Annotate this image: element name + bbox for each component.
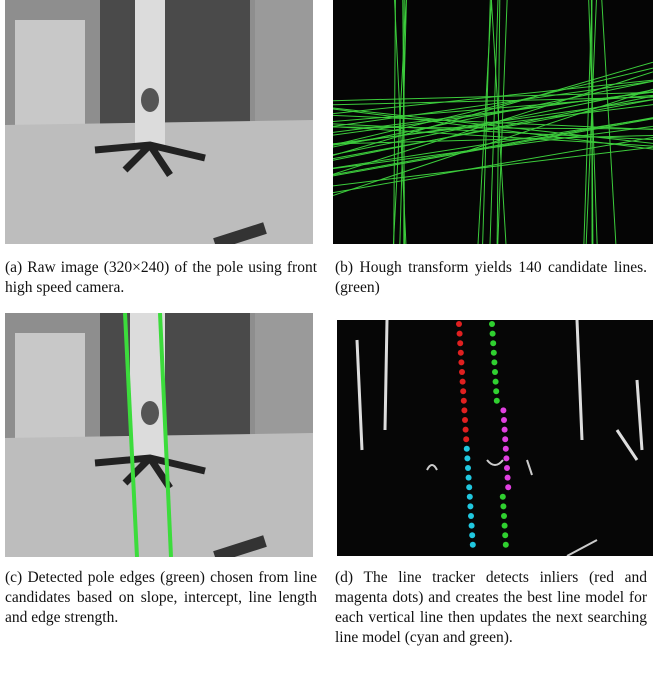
tracker-dot: [458, 350, 464, 356]
tracker-dot: [460, 379, 466, 385]
tracker-dot: [492, 369, 498, 375]
tracker-dot: [457, 331, 463, 337]
caption-label: (c): [5, 569, 22, 586]
tracker-dot: [489, 321, 495, 327]
tracker-dot: [490, 331, 496, 337]
caption-label: (d): [335, 569, 353, 586]
tracker-dot: [469, 532, 475, 538]
tracker-dot: [464, 446, 470, 452]
tracker-dot: [505, 484, 511, 490]
tracker-dot: [502, 427, 508, 433]
tracker-dot: [463, 436, 469, 442]
tracker-dot: [503, 455, 509, 461]
tracker-dot: [462, 417, 468, 423]
tracker-dot: [469, 523, 475, 529]
tracker-dot: [466, 475, 472, 481]
tracker-dot: [494, 398, 500, 404]
tracker-dot: [467, 494, 473, 500]
hough-image: [333, 0, 653, 244]
tracker-dot: [503, 446, 509, 452]
tracker-dot: [458, 359, 464, 365]
caption-label: (b): [335, 259, 353, 276]
caption: (a) Raw image (320×240) of the pole usin…: [5, 258, 317, 298]
tracker-dot: [493, 379, 499, 385]
tracker-dot: [505, 475, 511, 481]
tracker-dot: [461, 398, 467, 404]
page: {"subfigures": [ {"label": "(a)", "capti…: [0, 0, 653, 692]
tracker-dot: [466, 484, 472, 490]
tracker-dot: [502, 523, 508, 529]
caption-label: (a): [5, 259, 22, 276]
tracker-dot: [502, 532, 508, 538]
tracker-dot: [457, 340, 463, 346]
tracker-dot: [491, 350, 497, 356]
tracker-dot: [464, 455, 470, 461]
tracker-dot: [461, 407, 467, 413]
tracker-dot: [500, 494, 506, 500]
tracker-dot: [490, 340, 496, 346]
tracker-dot: [463, 427, 469, 433]
tracker-dot: [459, 369, 465, 375]
tracker-dot: [504, 465, 510, 471]
tracker-dot: [500, 503, 506, 509]
tracker-dot: [501, 417, 507, 423]
caption: (d) The line tracker detects inliers (re…: [335, 568, 647, 648]
caption-text: Raw image (320×240) of the pole using fr…: [5, 259, 317, 296]
tracker-dot: [467, 503, 473, 509]
caption: (c) Detected pole edges (green) chosen f…: [5, 568, 317, 628]
tracker-dot: [491, 359, 497, 365]
tracker-dot: [470, 542, 476, 548]
detected-edges-image: [5, 313, 313, 557]
tracker-dot: [502, 436, 508, 442]
tracker-dot: [456, 321, 462, 327]
tracker-dot: [460, 388, 466, 394]
tracker-dot: [465, 465, 471, 471]
tracker-dot: [493, 388, 499, 394]
tracker-dot: [501, 513, 507, 519]
tracker-dot: [468, 513, 474, 519]
caption-text: The line tracker detects inliers (red an…: [335, 569, 647, 646]
tracker-dot: [503, 542, 509, 548]
caption-text: Detected pole edges (green) chosen from …: [5, 569, 317, 626]
tracker-dot: [500, 407, 506, 413]
caption-text: Hough transform yields 140 candidate lin…: [335, 259, 647, 296]
tracker-image: [337, 320, 653, 556]
raw-image: [5, 0, 313, 244]
caption: (b) Hough transform yields 140 candidate…: [335, 258, 647, 298]
